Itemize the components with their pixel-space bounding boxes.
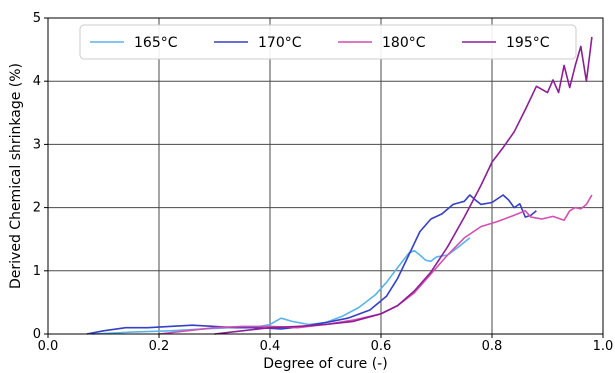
legend-box	[79, 24, 577, 60]
y-tick-label: 2	[33, 201, 41, 216]
y-tick-label: 0	[33, 327, 41, 342]
series-line	[86, 194, 537, 335]
x-tick-label: 0.2	[149, 339, 170, 354]
legend-label: 165°C	[134, 35, 178, 51]
plot-frame	[47, 17, 604, 335]
grid	[47, 17, 604, 335]
x-axis-title: Degree of cure (-)	[263, 356, 387, 372]
legend: 165°C 170°C 180°C 195°C	[79, 24, 577, 60]
series-line	[92, 237, 471, 335]
x-tick-label: 0.8	[482, 339, 503, 354]
x-tick-label: 0.4	[260, 339, 281, 354]
series-line	[214, 36, 593, 335]
plot-border	[47, 17, 604, 335]
y-tick-label: 3	[33, 137, 41, 152]
x-tick-label: 0.0	[38, 339, 59, 354]
x-tick-label: 1.0	[593, 339, 614, 354]
legend-label: 180°C	[382, 35, 426, 51]
axis-ticks: 0.0 0.2 0.4 0.6 0.8 1.0 0 1 2 3 4 5	[33, 11, 614, 354]
x-tick-label: 0.6	[371, 339, 392, 354]
legend-label: 195°C	[506, 35, 550, 51]
y-tick-label: 5	[33, 11, 41, 26]
legend-label: 170°C	[258, 35, 302, 51]
y-tick-label: 1	[33, 264, 41, 279]
y-tick-label: 4	[33, 74, 41, 89]
y-axis-title: Derived Chemical shrinkage (%)	[8, 63, 24, 289]
series-lines	[86, 36, 593, 335]
